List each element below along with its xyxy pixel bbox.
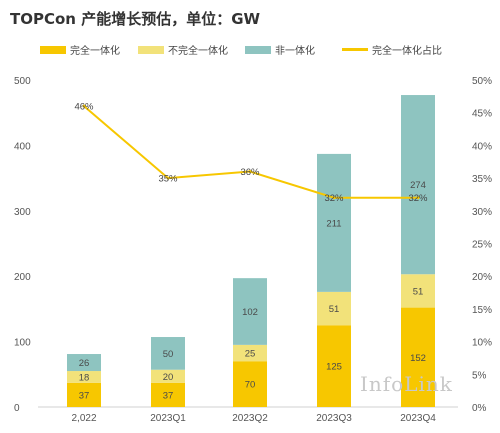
legend-label-3: 完全一体化占比 (372, 46, 442, 57)
y-right-tick-label: 10% (472, 338, 492, 349)
y-left-tick-label: 0 (14, 403, 20, 414)
bar-value-label: 51 (413, 286, 424, 297)
y-left-tick-label: 500 (14, 76, 31, 87)
bar-segment (317, 291, 351, 326)
y-right-tick-label: 20% (472, 272, 492, 283)
y-right-tick-label: 35% (472, 174, 492, 185)
y-right-tick-label: 40% (472, 141, 492, 152)
bar-segment (401, 307, 435, 407)
legend: 完全一体化 不完全一体化 非一体化 完全一体化占比 (0, 42, 500, 58)
legend-label-0: 完全一体化 (70, 46, 120, 57)
x-tick-label: 2023Q3 (316, 413, 352, 424)
legend-swatch-3 (342, 48, 368, 51)
bar-value-label: 70 (245, 380, 256, 391)
y-right-tick-label: 50% (472, 76, 492, 87)
legend-item-2: 非一体化 (245, 42, 315, 57)
x-tick-label: 2023Q4 (400, 413, 436, 424)
bar-segment (151, 369, 185, 383)
y-left-tick-label: 300 (14, 207, 31, 218)
share-value-label: 32% (324, 193, 344, 204)
share-point (82, 104, 86, 108)
legend-swatch-2 (245, 45, 271, 54)
bar-value-label: 152 (410, 353, 426, 364)
bar-segment (317, 153, 351, 292)
share-point (416, 196, 420, 200)
x-tick-label: 2023Q2 (232, 413, 268, 424)
share-value-label: 32% (408, 193, 428, 204)
y-right-tick-label: 5% (472, 370, 487, 381)
bar-value-label: 37 (163, 390, 174, 401)
bar-value-label: 20 (163, 372, 174, 383)
share-value-label: 46% (74, 102, 94, 113)
share-point (332, 196, 336, 200)
y-right-tick-label: 45% (472, 109, 492, 120)
bar-value-label: 125 (326, 362, 342, 373)
bar-segment (233, 278, 267, 345)
y-right-tick-label: 15% (472, 305, 492, 316)
legend-item-3: 完全一体化占比 (342, 42, 442, 57)
bar-segment (233, 344, 267, 362)
share-point (248, 170, 252, 174)
bar-value-label: 51 (329, 304, 340, 315)
legend-item-1: 不完全一体化 (138, 42, 228, 57)
bar-segment (151, 337, 185, 370)
y-left-tick-label: 400 (14, 141, 31, 152)
legend-item-0: 完全一体化 (40, 42, 120, 57)
bar-segment (67, 371, 101, 383)
chart-title: TOPCon 产能增长预估，单位：GW (10, 10, 261, 28)
share-value-label: 36% (240, 167, 260, 178)
bar-segment (401, 274, 435, 308)
y-right-tick-label: 30% (472, 207, 492, 218)
bar-value-label: 274 (410, 180, 426, 191)
x-tick-label: 2,022 (71, 413, 96, 424)
y-left-tick-label: 200 (14, 272, 31, 283)
bar-value-label: 37 (79, 390, 90, 401)
bar-segment (151, 382, 185, 407)
legend-swatch-0 (40, 45, 66, 54)
bar-value-label: 50 (163, 349, 174, 360)
bar-value-label: 26 (79, 358, 90, 369)
legend-label-2: 非一体化 (275, 46, 315, 57)
share-point (166, 176, 170, 180)
share-line (83, 105, 418, 199)
bar-segment (401, 95, 435, 275)
bar-segment (67, 354, 101, 372)
legend-swatch-1 (138, 45, 164, 54)
bar-value-label: 102 (242, 307, 258, 318)
y-right-tick-label: 25% (472, 240, 492, 251)
watermark: InfoLink (360, 372, 453, 396)
x-tick-label: 2023Q1 (150, 413, 186, 424)
bar-value-label: 18 (79, 372, 90, 383)
y-right-tick-label: 0% (472, 403, 487, 414)
legend-label-1: 不完全一体化 (168, 46, 228, 57)
bar-segment (233, 361, 267, 407)
bar-value-label: 211 (326, 218, 341, 229)
share-value-label: 35% (158, 174, 178, 185)
bar-segment (317, 325, 351, 407)
bar-segment (67, 382, 101, 407)
y-left-tick-label: 100 (14, 338, 31, 349)
bar-value-label: 25 (245, 349, 256, 360)
